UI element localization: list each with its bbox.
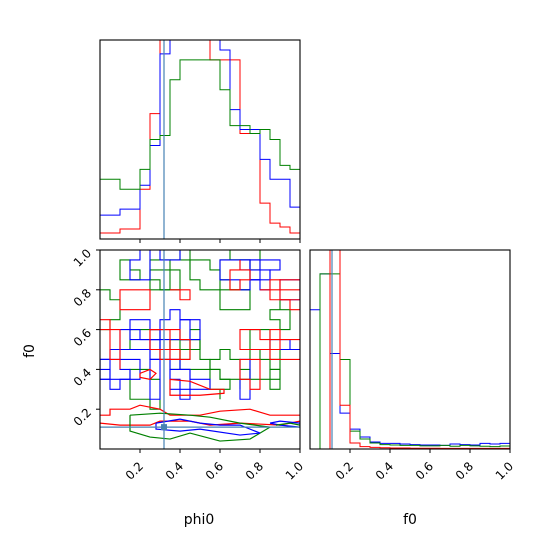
contour-green — [189, 259, 221, 291]
contour-green — [219, 289, 251, 311]
contour-red — [170, 289, 191, 301]
contour-green — [169, 338, 201, 351]
contour-band-green — [129, 412, 272, 442]
phi0-marginal-panel — [99, 39, 301, 243]
contour-xtick-label: 0.4 — [163, 459, 186, 482]
contour-band-blue — [155, 418, 261, 436]
x-axis-label-f0: f0 — [403, 512, 417, 528]
contour-ytick-label: 0.4 — [71, 366, 94, 389]
contour-red — [269, 329, 300, 361]
contour-red — [229, 259, 251, 291]
y-axis-label-f0: f0 — [22, 344, 38, 358]
contour-blue — [119, 329, 161, 351]
contour-ytick-label: 1.0 — [71, 246, 94, 269]
contour-red — [119, 289, 151, 311]
f0-xtick-label: 0.2 — [333, 459, 356, 482]
contour-frame — [99, 249, 301, 450]
contour-red — [100, 319, 111, 331]
f0-hist-red — [310, 250, 510, 449]
contour-xtick-label: 1.0 — [283, 459, 306, 482]
contour-ytick-label: 0.6 — [71, 326, 94, 349]
phi0-hist-green — [100, 59, 300, 239]
f0-hist-green — [310, 273, 510, 449]
contour-blue — [249, 259, 281, 291]
contour-blue — [179, 319, 191, 341]
contour-band-red — [139, 368, 157, 381]
contour-band-red — [169, 378, 225, 396]
contour-red — [270, 279, 300, 311]
contour-truth-marker — [161, 424, 167, 431]
f0-marginal-frame — [309, 249, 511, 450]
contour-green — [129, 368, 161, 410]
phi0-hist-red — [100, 40, 300, 239]
contour-red — [239, 358, 261, 390]
contour-band-green — [275, 422, 300, 426]
contour-blue — [100, 348, 131, 390]
contour-ytick-label: 0.2 — [71, 405, 94, 428]
f0-xtick-label: 1.0 — [493, 459, 516, 482]
f0-marginal-panel: 0.2 0.4 0.6 0.8 1.0 — [309, 249, 516, 483]
contour-blue — [219, 259, 271, 291]
f0-xtick-label: 0.4 — [373, 459, 396, 482]
contour-xtick-label: 0.6 — [203, 459, 226, 482]
contour-green — [249, 348, 281, 380]
phi0-marginal-frame — [99, 39, 301, 240]
contour-blue — [129, 319, 161, 350]
contour-xtick-label: 0.8 — [243, 459, 266, 482]
x-axis-label-phi0: phi0 — [184, 512, 215, 528]
f0-xtick-label: 0.6 — [413, 459, 436, 482]
contour-green — [249, 329, 281, 361]
contour-red — [149, 329, 181, 361]
contour-ytick-label: 0.8 — [71, 286, 94, 309]
contour-green — [219, 259, 251, 291]
contour-blue — [159, 250, 181, 261]
f0-xtick-label: 0.8 — [453, 459, 476, 482]
contour-blue — [129, 250, 151, 281]
contour-green — [179, 338, 211, 370]
contour-blue — [169, 358, 191, 390]
contour-red — [239, 329, 281, 351]
contour-green — [269, 359, 281, 390]
contour-green — [269, 299, 291, 331]
contour-blue — [100, 358, 141, 380]
phi0-f0-contour-panel: 0.2 0.4 0.6 0.8 1.0 0.2 0.4 0.6 0.8 1.0 — [71, 246, 306, 482]
contour-red — [109, 329, 121, 370]
contour-band-red — [100, 404, 300, 416]
phi0-hist-blue — [100, 40, 300, 239]
contour-xtick-label: 0.2 — [123, 459, 146, 482]
contour-green — [149, 259, 181, 291]
contour-blue — [269, 338, 300, 351]
